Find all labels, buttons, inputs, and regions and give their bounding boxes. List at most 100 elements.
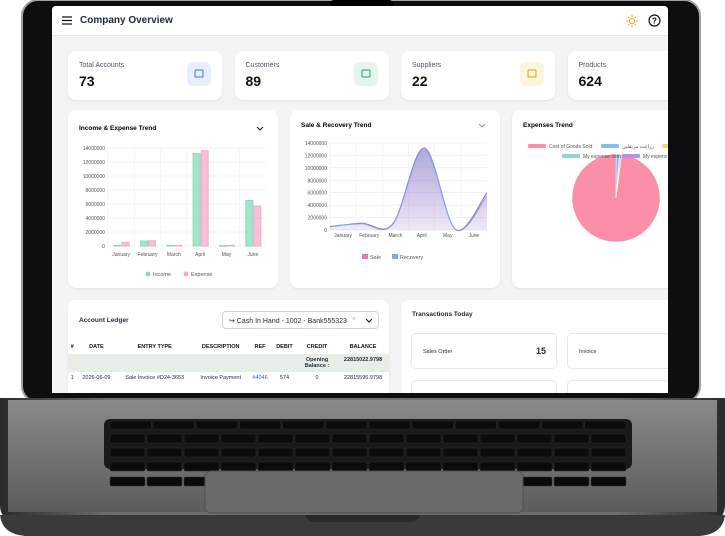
income-chart: Income & Expense Trend 0 2000000 4000000 60… bbox=[79, 125, 266, 278]
key bbox=[146, 476, 183, 487]
legend-label: Income bbox=[153, 272, 171, 278]
key bbox=[553, 476, 590, 487]
key bbox=[183, 447, 220, 458]
key bbox=[294, 461, 331, 472]
icon bbox=[361, 69, 370, 78]
key bbox=[220, 433, 257, 444]
stat-card: Customers 89 bbox=[234, 51, 389, 100]
key bbox=[109, 420, 152, 430]
y-tick-label: 2000000 bbox=[86, 230, 106, 236]
key bbox=[239, 420, 281, 430]
key bbox=[541, 420, 584, 430]
clear-icon[interactable]: × bbox=[351, 316, 356, 323]
transaction-tile[interactable]: Invoice bbox=[567, 333, 668, 369]
column-header: BALANCE bbox=[349, 344, 377, 350]
cell: 574 bbox=[279, 375, 290, 381]
legend-label: Recovery bbox=[400, 255, 423, 261]
page-title: Company Overview bbox=[80, 15, 173, 26]
x-tick-label: January bbox=[334, 233, 352, 239]
key bbox=[257, 461, 294, 472]
key bbox=[479, 433, 516, 444]
transaction-tile[interactable]: Purchase Invoices bbox=[567, 380, 668, 393]
key bbox=[257, 447, 294, 458]
key bbox=[405, 447, 442, 458]
stat-icon bbox=[520, 62, 544, 86]
help-button[interactable]: ? bbox=[648, 14, 661, 27]
key bbox=[442, 433, 479, 444]
chart-title: Expenses Trend bbox=[523, 122, 573, 129]
account-select[interactable]: ↪ Cash In Hand - 1002 - Bank555323 × bbox=[222, 311, 379, 329]
x-tick-label: May bbox=[222, 252, 232, 258]
y-tick-label: 2000000 bbox=[308, 216, 328, 222]
key bbox=[442, 461, 479, 472]
legend-label: Cost of Goods Sold bbox=[549, 144, 593, 150]
key bbox=[183, 461, 220, 472]
key bbox=[455, 420, 497, 430]
key bbox=[257, 433, 294, 444]
bar bbox=[219, 245, 227, 247]
collapse-button[interactable] bbox=[256, 126, 264, 131]
y-tick-label: 6000000 bbox=[86, 202, 106, 208]
x-tick-label: March bbox=[167, 252, 181, 258]
bar bbox=[200, 150, 209, 247]
collapse-button[interactable] bbox=[478, 123, 486, 128]
opening-row: Opening Balance : 22815022.9798 bbox=[68, 354, 389, 372]
expense-chart: Expenses Trend Cost of Goods Sold زراعت م… bbox=[523, 122, 668, 243]
key bbox=[331, 433, 368, 444]
sales-chart: Sale & Recovery Trend 0 2000000 4000000 600… bbox=[301, 122, 488, 261]
legend-label: My expense item 2 bbox=[583, 154, 625, 160]
key bbox=[553, 447, 590, 458]
x-tick-label: January bbox=[112, 252, 130, 258]
x-tick-label: June bbox=[247, 252, 258, 258]
income-card: Income & Expense Trend 0 2000000 4000000 60… bbox=[68, 110, 278, 288]
transactions-title: Transactions Today bbox=[412, 311, 473, 318]
key bbox=[516, 433, 553, 444]
column-header: ENTRY TYPE bbox=[137, 344, 172, 350]
transaction-label: Invoice bbox=[579, 349, 597, 355]
key bbox=[109, 476, 146, 487]
transaction-label: Sales Order bbox=[423, 349, 453, 355]
icon-shape bbox=[361, 69, 370, 78]
menu-button[interactable] bbox=[62, 16, 72, 25]
key bbox=[220, 447, 257, 458]
transaction-tile[interactable]: Credit Note2 bbox=[411, 380, 557, 393]
theme-button[interactable] bbox=[626, 15, 638, 27]
stat-value: 73 bbox=[79, 73, 95, 89]
key bbox=[220, 461, 257, 472]
x-tick-label: April bbox=[417, 233, 427, 239]
ledger-row: 1 2026-06-09 Sale Invoice #D24-3653 Invoice… bbox=[68, 372, 389, 384]
stat-label: Customers bbox=[245, 62, 280, 69]
expense-card: Expenses Trend Cost of Goods Sold زراعت م… bbox=[512, 110, 668, 288]
stat-label: Total Accounts bbox=[79, 62, 125, 69]
key bbox=[411, 420, 454, 430]
sales-card: Sale & Recovery Trend 0 2000000 4000000 600… bbox=[290, 110, 500, 288]
stat-label: Suppliers bbox=[412, 62, 442, 69]
column-header: DEBIT bbox=[276, 344, 293, 350]
x-tick-label: April bbox=[195, 252, 205, 258]
bar bbox=[227, 244, 235, 247]
key bbox=[294, 433, 331, 444]
legend-label: My expens bbox=[643, 154, 668, 160]
key bbox=[294, 447, 331, 458]
y-tick-label: 0 bbox=[102, 244, 105, 250]
header-row: # DATE ENTRY TYPE DESCRIPTION REF DEBIT CREDIT… bbox=[68, 340, 389, 354]
icon bbox=[194, 69, 204, 78]
key bbox=[584, 420, 627, 430]
bar bbox=[174, 244, 183, 247]
key bbox=[146, 433, 183, 444]
column-header: DESCRIPTION bbox=[201, 344, 240, 350]
key bbox=[553, 433, 590, 444]
x-tick-label: May bbox=[443, 233, 453, 239]
chevron bbox=[366, 318, 372, 323]
cell: #4046 bbox=[252, 375, 268, 381]
cell: 0 bbox=[315, 375, 319, 381]
key bbox=[590, 476, 627, 487]
opening-balance: 22815022.9798 bbox=[343, 357, 383, 363]
transaction-tile[interactable]: Sales Order 15 bbox=[411, 333, 557, 369]
front-edge bbox=[0, 515, 725, 536]
column-header: # bbox=[70, 344, 74, 350]
key bbox=[590, 461, 627, 472]
key bbox=[109, 461, 146, 472]
y-tick-label: 4000000 bbox=[308, 203, 328, 209]
key bbox=[442, 447, 479, 458]
